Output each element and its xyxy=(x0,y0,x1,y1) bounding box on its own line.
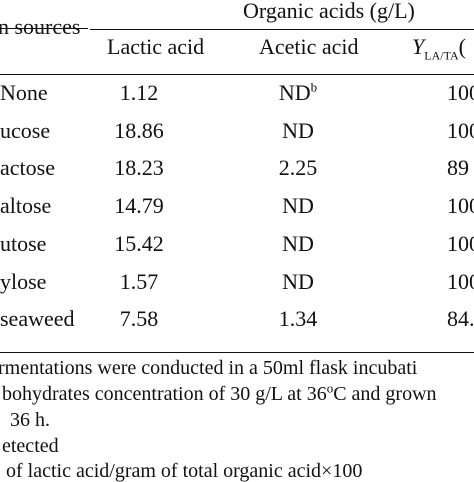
footnote-a-end: 36 h. xyxy=(10,409,50,431)
footnote-b: etected xyxy=(2,435,59,457)
row-acetic-acid: ND xyxy=(282,233,314,255)
footnote-c: of lactic acid/gram of total organic aci… xyxy=(6,460,363,482)
row-source: actose xyxy=(0,155,55,180)
header-rule-bottom xyxy=(0,74,474,75)
organic-acids-header: Organic acids (g/L) xyxy=(243,0,415,23)
row-yield: 100 xyxy=(447,118,474,143)
acetic-footnote-mark: b xyxy=(310,79,318,95)
row-source: utose xyxy=(0,231,47,256)
col-lactic-acid: Lactic acid xyxy=(107,34,205,59)
row-lactic-acid: 7.58 xyxy=(119,306,159,331)
row-yield: 100 xyxy=(447,231,474,256)
row-acetic-acid: ND xyxy=(282,195,314,217)
acetic-value: 1.34 xyxy=(278,306,318,331)
footnote-a: rmentations were conducted in a 50ml fla… xyxy=(0,357,418,379)
row-yield: 100 xyxy=(447,193,474,218)
row-lactic-acid: 1.12 xyxy=(119,80,159,105)
row-acetic-acid: 1.34 xyxy=(279,308,318,330)
col-yield: YLA/TA( xyxy=(412,34,466,63)
acetic-value: ND xyxy=(282,193,314,218)
row-yield: 84.9 xyxy=(447,306,474,331)
row-source: altose xyxy=(0,193,52,218)
footnote-a-cont: bohydrates concentration of 30 g/L at 36… xyxy=(2,380,437,405)
row-acetic-acid: ND xyxy=(282,120,314,142)
row-lactic-acid: 18.23 xyxy=(114,155,164,180)
row-yield: 89 xyxy=(447,155,469,180)
acetic-value: ND xyxy=(278,80,311,105)
row-lactic-acid: 1.57 xyxy=(119,269,159,294)
row-source: None xyxy=(0,80,48,105)
row-source: ucose xyxy=(0,118,51,143)
header-rule-group xyxy=(90,29,474,30)
row-yield: 100 xyxy=(447,80,474,105)
row-source: seaweed xyxy=(0,306,75,331)
table-rule-bottom xyxy=(0,352,474,353)
header-rule-left xyxy=(0,28,88,29)
acetic-value: ND xyxy=(282,231,314,256)
row-yield: 100 xyxy=(447,269,474,294)
row-lactic-acid: 18.86 xyxy=(114,118,164,143)
carbon-sources-header: n sources xyxy=(0,14,81,39)
row-lactic-acid: 15.42 xyxy=(114,231,164,256)
row-acetic-acid: ND xyxy=(282,271,314,293)
acetic-value: ND xyxy=(282,269,314,294)
row-source: ylose xyxy=(0,269,47,294)
row-acetic-acid: NDb xyxy=(278,79,318,105)
row-acetic-acid: 2.25 xyxy=(279,157,318,179)
acetic-value: 2.25 xyxy=(278,155,318,180)
acetic-value: ND xyxy=(282,118,314,143)
row-lactic-acid: 14.79 xyxy=(114,193,164,218)
col-acetic-acid: Acetic acid xyxy=(259,34,359,59)
